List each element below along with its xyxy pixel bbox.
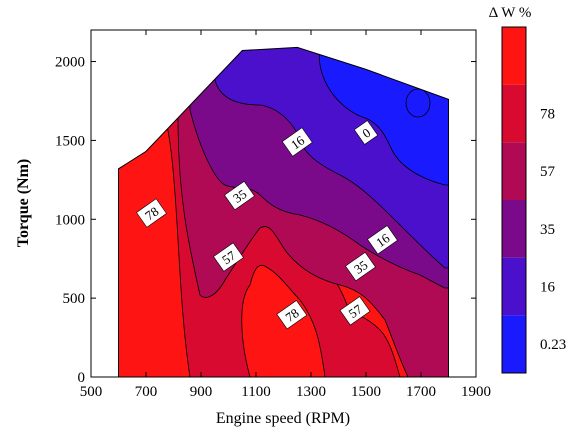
domain-outline bbox=[118, 46, 449, 378]
colorbar-label: 57 bbox=[540, 164, 556, 180]
x-tick-label: 1900 bbox=[461, 384, 491, 400]
contour-label-box bbox=[345, 251, 376, 282]
colorbar-segment bbox=[502, 27, 526, 85]
contour-label-box bbox=[339, 296, 371, 326]
y-tick-label: 500 bbox=[63, 291, 86, 307]
level-fill-0.23-island bbox=[405, 88, 431, 118]
contour-label-box bbox=[213, 242, 244, 272]
contour-label: 16 bbox=[281, 127, 313, 157]
contour-label: 57 bbox=[339, 296, 371, 326]
plot-frame-top bbox=[90, 29, 477, 378]
contour-label: 78 bbox=[136, 198, 167, 228]
colorbar: 0.23 16 35 57 78 bbox=[501, 26, 566, 374]
contour-label: 57 bbox=[213, 242, 244, 272]
x-tick-label: 1100 bbox=[241, 384, 270, 400]
outside-domain-mask bbox=[91, 30, 476, 377]
contour-label-box bbox=[353, 120, 379, 145]
colorbar-frame bbox=[501, 26, 527, 374]
colorbar-label: 0.23 bbox=[540, 337, 566, 353]
contour-label: 35 bbox=[224, 180, 255, 211]
contour-label: 0 bbox=[353, 120, 379, 145]
y-tick-label: 1000 bbox=[55, 212, 85, 228]
x-tick-label: 1300 bbox=[296, 384, 326, 400]
y-axis-title: Torque (Nm) bbox=[15, 159, 32, 247]
contour-label-box bbox=[136, 198, 167, 228]
colorbar-segment bbox=[502, 84, 526, 143]
x-axis: 500 700 900 1100 1300 1500 1700 1900 bbox=[80, 30, 491, 400]
colorbar-segment bbox=[502, 315, 526, 373]
y-tick-label: 2000 bbox=[55, 55, 85, 71]
x-tick-label: 500 bbox=[80, 384, 103, 400]
contour-label-box bbox=[224, 180, 255, 211]
contour-label-box bbox=[281, 127, 313, 157]
colorbar-label: 16 bbox=[540, 280, 556, 296]
x-tick-label: 900 bbox=[190, 384, 213, 400]
y-tick-label: 0 bbox=[78, 370, 86, 386]
contour-label: 35 bbox=[345, 251, 376, 282]
contour-label: 16 bbox=[367, 225, 398, 255]
colorbar-label: 35 bbox=[540, 222, 555, 238]
colorbar-segment bbox=[502, 142, 526, 200]
x-tick-label: 1500 bbox=[351, 384, 381, 400]
colorbar-label: 78 bbox=[540, 107, 555, 123]
y-tick-label: 1500 bbox=[55, 133, 85, 149]
y-axis: 0 500 1000 1500 2000 bbox=[55, 55, 476, 386]
contour-label-box bbox=[367, 225, 398, 255]
x-tick-label: 700 bbox=[135, 384, 158, 400]
x-axis-title: Engine speed (RPM) bbox=[216, 410, 350, 427]
x-tick-label: 1700 bbox=[406, 384, 436, 400]
contour-label-box bbox=[276, 300, 308, 330]
colorbar-segment bbox=[502, 257, 526, 316]
colorbar-segment bbox=[502, 200, 526, 258]
colorbar-title: Δ W % bbox=[489, 5, 532, 21]
contour-label: 78 bbox=[276, 300, 308, 330]
